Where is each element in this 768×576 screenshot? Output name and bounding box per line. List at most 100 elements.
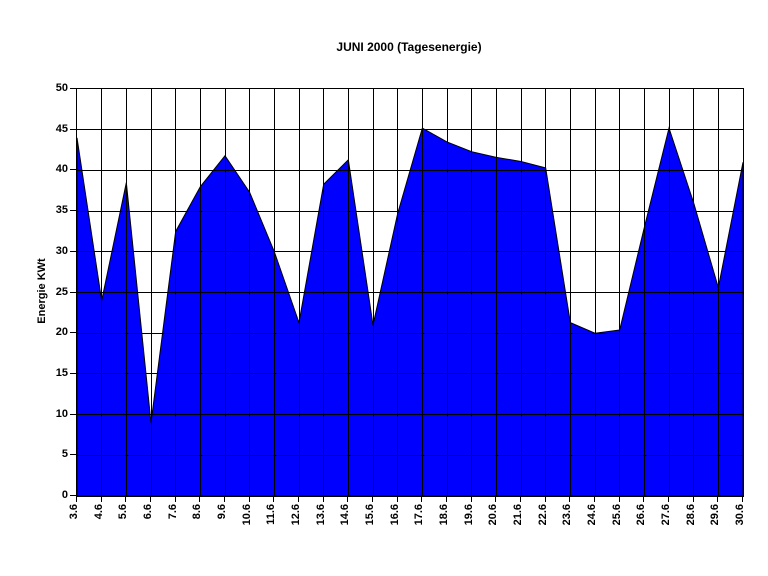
x-tick-label: 3.6 — [68, 504, 80, 520]
y-axis-tick — [70, 372, 76, 374]
h-gridline — [77, 373, 743, 375]
h-gridline — [77, 251, 743, 253]
x-axis-tick — [544, 496, 546, 502]
h-gridline — [77, 210, 743, 212]
y-tick-label: 40 — [55, 163, 68, 176]
x-axis-tick — [421, 496, 423, 502]
x-tick-label: 6.6 — [142, 504, 154, 520]
x-axis-tick — [248, 496, 250, 502]
v-gridline — [520, 89, 522, 496]
x-tick-label: 8.6 — [191, 504, 204, 520]
x-tick-label: 22.6 — [536, 504, 549, 526]
x-axis-tick — [76, 496, 77, 502]
y-tick-label: 45 — [55, 122, 68, 135]
x-axis-tick — [692, 496, 694, 502]
x-axis-tick — [100, 496, 102, 502]
x-axis-tick — [125, 496, 127, 502]
h-gridline — [77, 292, 743, 293]
h-gridline — [77, 332, 743, 334]
y-tick-label: 35 — [55, 204, 68, 217]
x-tick-label: 27.6 — [660, 504, 672, 526]
x-tick-label: 4.6 — [92, 504, 105, 520]
v-gridline — [569, 89, 571, 496]
y-axis-tick — [70, 495, 76, 496]
x-axis-tick — [594, 496, 595, 502]
x-tick-label: 9.6 — [216, 504, 228, 520]
y-axis-tick — [70, 169, 76, 171]
x-tick-label: 18.6 — [438, 504, 450, 526]
y-axis-tick — [70, 88, 76, 89]
x-axis-tick — [742, 496, 743, 502]
x-tick-label: 30.6 — [734, 504, 746, 526]
v-gridline — [397, 89, 399, 496]
v-gridline — [693, 89, 695, 496]
x-tick-label: 26.6 — [635, 504, 648, 526]
h-gridline — [77, 129, 743, 131]
x-tick-label: 21.6 — [512, 504, 524, 526]
v-gridline — [150, 89, 152, 496]
x-axis-tick — [569, 496, 571, 502]
x-axis-tick — [347, 496, 349, 502]
y-tick-label: 20 — [55, 326, 68, 339]
x-tick-label: 12.6 — [290, 504, 302, 526]
x-tick-label: 29.6 — [709, 504, 722, 526]
x-tick-label: 10.6 — [240, 504, 253, 526]
y-axis-tick — [70, 413, 76, 415]
v-gridline — [273, 89, 275, 496]
y-tick-label: 10 — [55, 407, 68, 420]
x-axis-tick — [273, 496, 275, 502]
plot-area — [76, 88, 744, 497]
x-axis-tick — [446, 496, 447, 502]
v-gridline — [372, 89, 374, 496]
x-tick-label: 7.6 — [166, 504, 179, 520]
x-tick-label: 5.6 — [117, 504, 130, 520]
v-gridline — [224, 89, 226, 496]
v-gridline — [668, 89, 670, 496]
x-tick-label: 23.6 — [561, 504, 574, 526]
y-axis-tick — [70, 128, 76, 130]
v-gridline — [643, 89, 645, 496]
h-gridline — [77, 169, 743, 171]
x-axis-tick — [618, 496, 620, 502]
x-tick-label: 14.6 — [339, 504, 352, 526]
x-tick-label: 15.6 — [364, 504, 376, 526]
v-gridline — [199, 89, 201, 496]
v-gridline — [421, 89, 423, 496]
x-tick-label: 13.6 — [314, 504, 327, 526]
x-axis-tick — [372, 496, 373, 502]
y-tick-label: 0 — [61, 489, 68, 501]
v-gridline — [446, 89, 448, 496]
x-axis-tick — [150, 496, 151, 502]
x-axis-tick — [495, 496, 497, 502]
chart-title: JUNI 2000 (Tagesenergie) — [336, 40, 482, 54]
x-axis-tick — [668, 496, 669, 502]
x-tick-label: 16.6 — [388, 504, 401, 526]
v-gridline — [347, 89, 349, 496]
x-axis-tick — [224, 496, 225, 502]
v-gridline — [545, 89, 547, 496]
v-gridline — [125, 89, 127, 496]
v-gridline — [717, 89, 719, 496]
y-axis-tick — [70, 332, 76, 334]
x-axis-tick — [174, 496, 176, 502]
y-tick-label: 5 — [61, 448, 68, 461]
y-axis-tick — [70, 291, 76, 293]
x-axis-tick — [298, 496, 299, 502]
y-axis-tick — [70, 454, 76, 456]
y-axis-tick — [70, 250, 76, 252]
x-axis-tick — [199, 496, 201, 502]
x-tick-label: 19.6 — [462, 504, 475, 526]
v-gridline — [298, 89, 300, 496]
v-gridline — [619, 89, 621, 496]
x-axis-tick — [643, 496, 645, 502]
v-gridline — [101, 89, 103, 496]
v-gridline — [175, 89, 177, 496]
y-tick-label: 15 — [55, 366, 68, 379]
x-axis-tick — [717, 496, 719, 502]
v-gridline — [594, 89, 596, 496]
x-axis-tick — [470, 496, 472, 502]
v-gridline — [249, 89, 251, 496]
x-tick-label: 24.6 — [586, 504, 598, 526]
y-tick-label: 30 — [55, 244, 68, 257]
